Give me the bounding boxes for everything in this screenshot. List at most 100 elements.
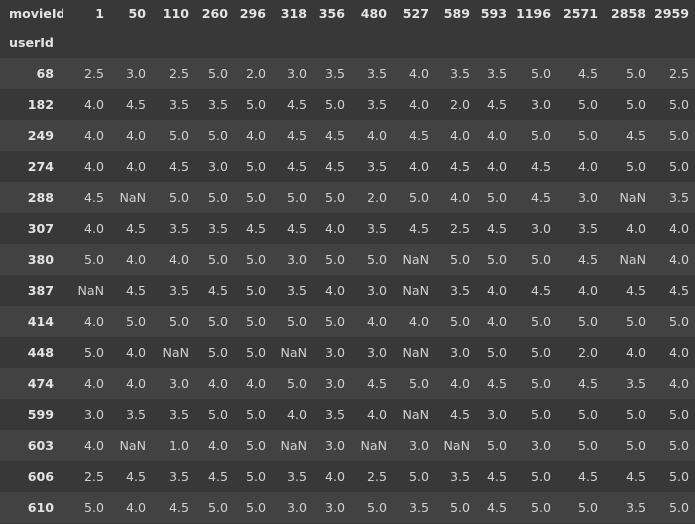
rating-cell: 4.5	[530, 190, 551, 205]
rating-cell: 5.0	[245, 314, 266, 329]
rating-cell: 5.0	[668, 128, 689, 143]
table-row: 249 4.0 4.0 5.0 5.0 4.0 4.5 4.5 4.0 4.5 4.0 4.0 5.0 5…	[0, 120, 695, 151]
index-header-blank	[152, 26, 195, 58]
index-header-blank	[195, 26, 234, 58]
rating-cell: 4.0	[125, 376, 146, 391]
column-header: 1196	[513, 0, 557, 26]
rating-cell: 5.0	[245, 190, 266, 205]
rating-cell: 4.5	[245, 221, 266, 236]
rating-cell: 4.0	[625, 345, 646, 360]
rating-cell: 5.0	[207, 500, 228, 515]
rating-cell: 5.0	[625, 66, 646, 81]
rating-cell: 3.5	[486, 66, 507, 81]
rating-cell: 4.0	[286, 407, 307, 422]
rating-cell: 4.0	[245, 376, 266, 391]
rating-cell: 4.0	[125, 345, 146, 360]
rating-cell: 5.0	[324, 252, 345, 267]
rating-cell: 5.0	[449, 314, 470, 329]
rating-cell: 5.0	[286, 190, 307, 205]
rating-cell: 3.5	[625, 500, 646, 515]
row-index-label: 606	[27, 469, 54, 484]
row-index-label: 307	[27, 221, 54, 236]
rating-cell: NaN	[402, 407, 429, 422]
rating-cell: 5.0	[207, 407, 228, 422]
rating-cell: 4.5	[577, 469, 598, 484]
rating-cell: 4.0	[324, 221, 345, 236]
row-index-label: 288	[27, 190, 54, 205]
rating-cell: 5.0	[486, 438, 507, 453]
rating-cell: 5.0	[83, 252, 104, 267]
rating-cell: 4.5	[449, 159, 470, 174]
column-header: 589	[435, 0, 476, 26]
rating-cell: NaN	[402, 252, 429, 267]
column-header: 527	[393, 0, 435, 26]
rating-cell: 5.0	[625, 314, 646, 329]
rating-cell: 4.0	[245, 128, 266, 143]
rating-cell: 5.0	[486, 252, 507, 267]
rating-cell: 4.0	[324, 283, 345, 298]
rating-cell: 3.5	[286, 283, 307, 298]
rating-cell: 5.0	[207, 252, 228, 267]
rating-cell: 4.0	[486, 314, 507, 329]
rating-cell: 5.0	[408, 190, 429, 205]
rating-cell: 5.0	[530, 252, 551, 267]
rating-cell: 5.0	[245, 283, 266, 298]
rating-cell: 3.5	[366, 159, 387, 174]
column-header: 110	[152, 0, 195, 26]
rating-cell: 3.5	[366, 97, 387, 112]
rating-cell: 3.5	[125, 407, 146, 422]
rating-cell: 5.0	[207, 314, 228, 329]
index-header-blank	[652, 26, 695, 58]
rating-cell: 4.0	[125, 159, 146, 174]
rating-cell: 3.0	[408, 438, 429, 453]
rating-cell: 3.5	[577, 221, 598, 236]
rating-cell: 5.0	[366, 500, 387, 515]
rating-cell: 4.5	[286, 128, 307, 143]
rating-cell: 3.0	[125, 66, 146, 81]
rating-cell: 5.0	[530, 500, 551, 515]
rating-cell: 5.0	[577, 438, 598, 453]
row-index-label: 599	[27, 407, 54, 422]
table-row: 603 4.0 NaN 1.0 4.0 5.0 NaN 3.0 NaN 3.0 NaN 5.0 3.0 5…	[0, 430, 695, 461]
rating-cell: 4.0	[577, 283, 598, 298]
rating-cell: 4.0	[83, 438, 104, 453]
rating-cell: 3.0	[324, 345, 345, 360]
table-row: 474 4.0 4.0 3.0 4.0 4.0 5.0 3.0 4.5 5.0 4.0 4.5 5.0 4…	[0, 368, 695, 399]
rating-cell: 4.0	[408, 314, 429, 329]
index-header-blank	[351, 26, 393, 58]
rating-cell: 2.5	[449, 221, 470, 236]
rating-cell: 5.0	[530, 469, 551, 484]
rating-cell: 3.0	[449, 345, 470, 360]
rating-cell: 5.0	[366, 252, 387, 267]
rating-cell: 5.0	[530, 407, 551, 422]
rating-cell: 3.5	[168, 407, 189, 422]
row-index-label: 414	[27, 314, 54, 329]
rating-cell: 5.0	[83, 500, 104, 515]
rating-cell: 2.0	[366, 190, 387, 205]
rating-cell: 3.0	[486, 407, 507, 422]
rating-cell: 4.0	[83, 128, 104, 143]
rating-cell: 2.5	[168, 66, 189, 81]
rating-cell: 5.0	[324, 97, 345, 112]
rating-cell: 3.0	[207, 159, 228, 174]
rating-cell: 5.0	[668, 407, 689, 422]
row-index-label: 68	[36, 66, 54, 81]
index-header-blank	[110, 26, 152, 58]
rating-cell: 5.0	[207, 190, 228, 205]
rating-cell: 4.0	[168, 252, 189, 267]
column-header: 2571	[557, 0, 604, 26]
rating-cell: 3.5	[286, 469, 307, 484]
row-index-label: 603	[27, 438, 54, 453]
rating-cell: 4.5	[408, 221, 429, 236]
rating-cell: 5.0	[530, 66, 551, 81]
column-header: 260	[195, 0, 234, 26]
column-header: 356	[313, 0, 351, 26]
rating-cell: 3.5	[324, 66, 345, 81]
rating-cell: 4.5	[408, 128, 429, 143]
rating-cell: 5.0	[207, 66, 228, 81]
rating-cell: NaN	[619, 252, 646, 267]
index-header-blank	[476, 26, 513, 58]
rating-cell: 5.0	[245, 252, 266, 267]
rating-cell: 3.0	[324, 500, 345, 515]
